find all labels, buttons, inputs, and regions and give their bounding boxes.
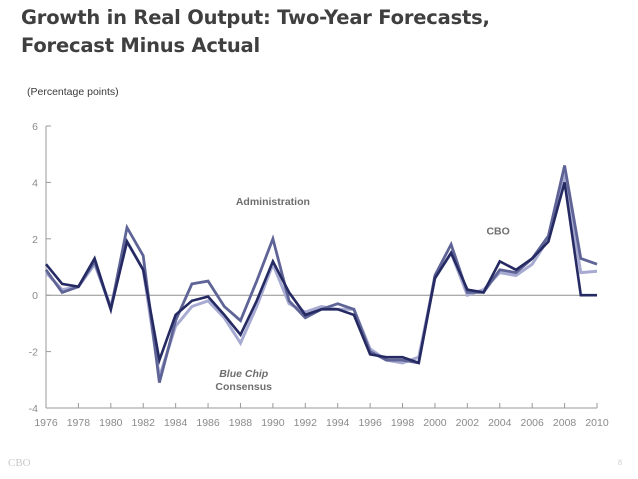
page-number: 8 — [618, 458, 622, 467]
x-tick-label: 1990 — [261, 417, 285, 429]
x-tick-label: 2000 — [423, 417, 447, 429]
chart-title-line-1: Growth in Real Output: Two-Year Forecast… — [21, 6, 490, 29]
x-tick-label: 1984 — [164, 417, 188, 429]
y-tick-label: 0 — [32, 290, 38, 302]
x-tick-label: 1976 — [34, 417, 58, 429]
x-tick-label: 2006 — [520, 417, 544, 429]
x-tick-label: 1992 — [294, 417, 318, 429]
x-tick-label: 2008 — [553, 417, 577, 429]
y-tick-label: 2 — [32, 234, 38, 246]
axes: 6 4 2 0 -2 -4 1976 1978 1980 1982 1984 1986 1988 1990… — [29, 121, 609, 429]
series-line-cbo — [44, 182, 597, 366]
annotation-administration: Administration — [236, 196, 310, 208]
series-layer — [44, 165, 598, 383]
y-tick-label: 4 — [32, 177, 38, 189]
x-tick-label: 1996 — [358, 417, 382, 429]
annotation-cbo: CBO — [486, 225, 509, 237]
chart-title-line-2: Forecast Minus Actual — [21, 34, 260, 57]
series-line-blue-chip-consensus — [44, 173, 598, 378]
series-labels: Administration Blue Chip Consensus CBO — [215, 196, 509, 393]
x-tick-label: 1986 — [196, 417, 220, 429]
x-tick-label: 1988 — [229, 417, 253, 429]
y-tick-label: -4 — [29, 403, 38, 415]
annotation-blue-chip-line-2: Consensus — [215, 381, 272, 393]
y-tick-label: 6 — [32, 121, 38, 133]
y-tick-label: -2 — [29, 347, 38, 359]
chart-title: Growth in Real Output: Two-Year Forecast… — [21, 4, 621, 60]
x-tick-label: 2010 — [585, 417, 609, 429]
x-tick-label: 1978 — [67, 417, 91, 429]
annotation-blue-chip-line-1: Blue Chip — [219, 368, 269, 380]
x-tick-label: 2002 — [456, 417, 480, 429]
x-tick-label: 1994 — [326, 417, 350, 429]
footer-source-logo: CBO — [8, 457, 31, 469]
x-tick-label: 1998 — [391, 417, 415, 429]
y-axis-units-label: (Percentage points) — [27, 86, 119, 98]
x-tick-label: 1982 — [132, 417, 156, 429]
x-tick-label: 1980 — [99, 417, 123, 429]
x-tick-label: 2004 — [488, 417, 512, 429]
